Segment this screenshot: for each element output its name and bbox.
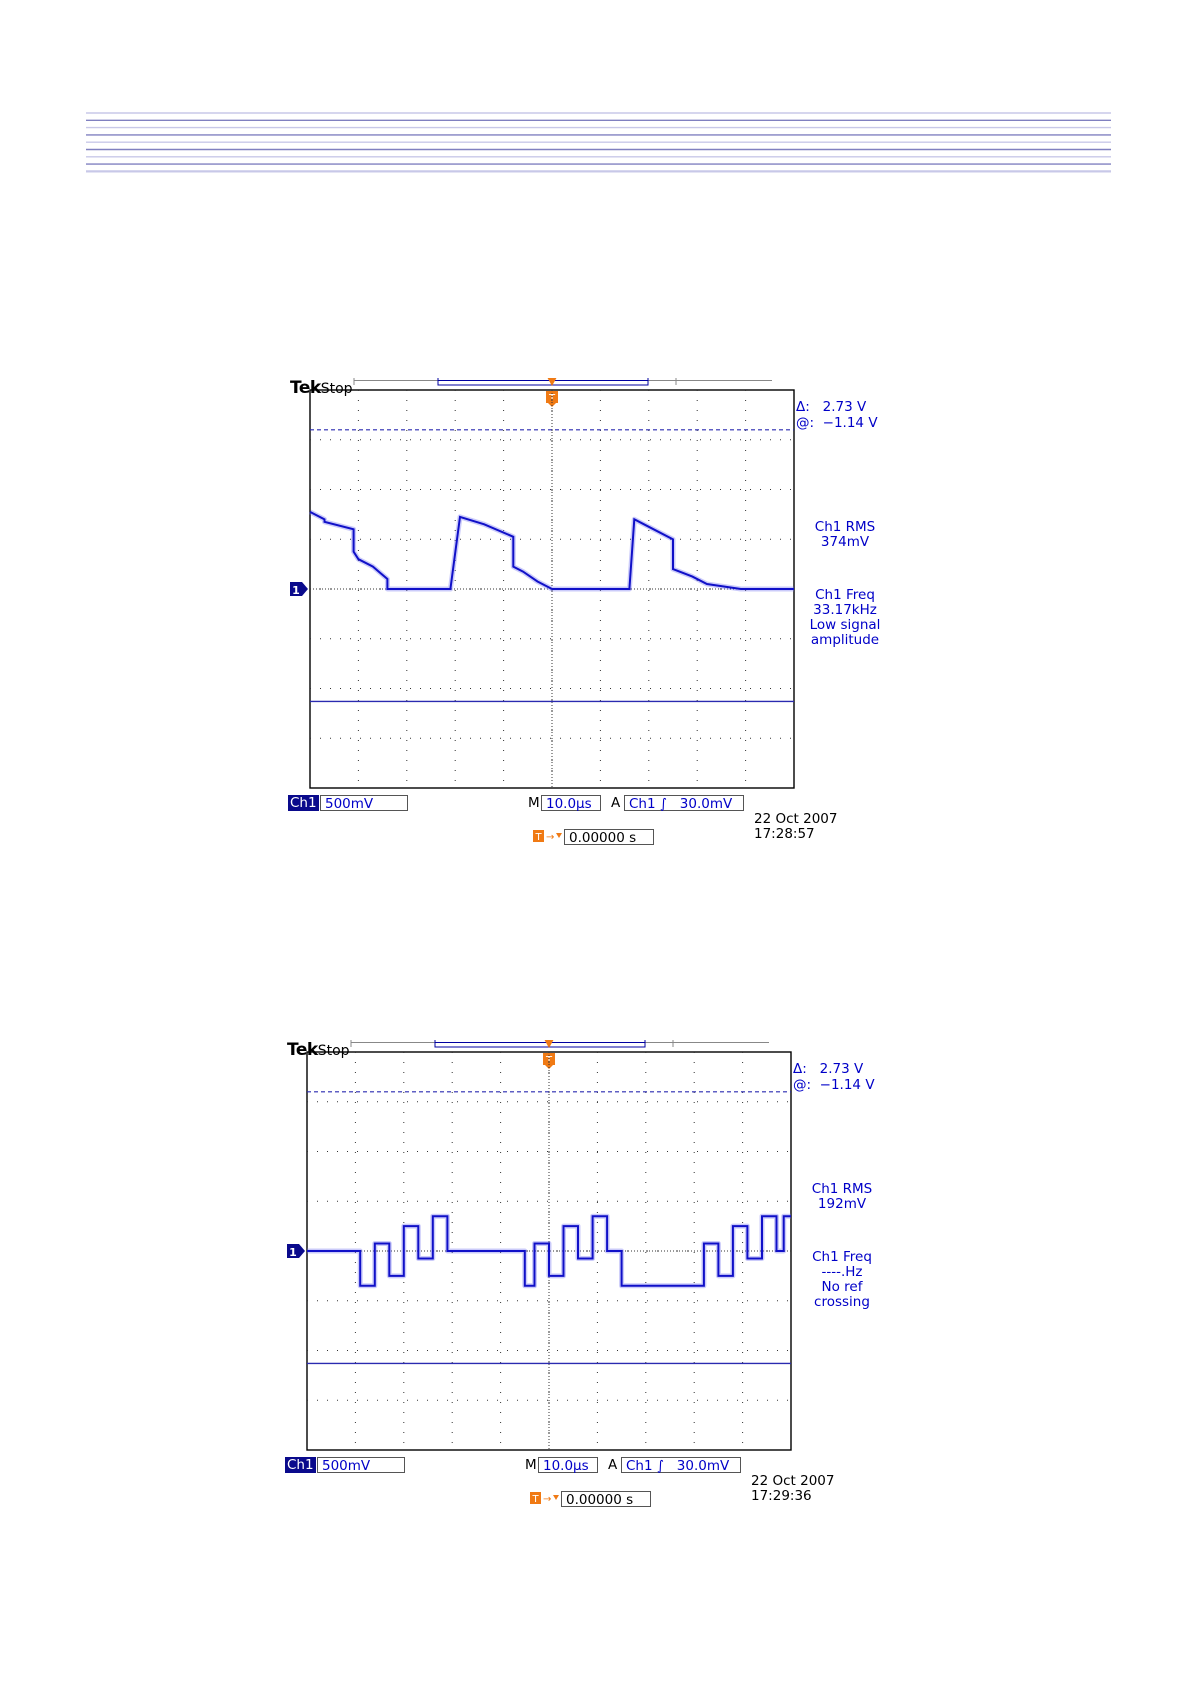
measurement-line: ----.Hz	[821, 1264, 863, 1280]
brand-label: TekStop	[290, 378, 353, 398]
measurement-freq: Ch1 Freq ----.Hz No ref crossing	[797, 1250, 887, 1310]
measurement-line: 33.17kHz	[813, 602, 877, 618]
trigger-position-icon: T →	[530, 1491, 560, 1505]
time-per-div: 10.0µs	[538, 1457, 598, 1474]
svg-text:→: →	[543, 1494, 551, 1505]
measurement-freq: Ch1 Freq 33.17kHz Low signal amplitude	[800, 588, 890, 648]
measurement-line: crossing	[814, 1294, 870, 1310]
cursor-at: @: −1.14 V	[793, 1077, 875, 1093]
channel-1-marker: 1	[290, 582, 308, 597]
measurement-line: Ch1 Freq	[815, 587, 875, 603]
scope-screen: T1	[287, 1040, 792, 1451]
record-view-bar	[350, 1040, 769, 1048]
cursor-at: @: −1.14 V	[796, 415, 878, 431]
svg-text:T: T	[548, 393, 556, 404]
trigger-settings: Ch1 ∫ 30.0mV	[621, 1457, 741, 1474]
waveform-trace	[309, 511, 794, 590]
run-state-label: Stop	[320, 381, 353, 397]
capture-date: 22 Oct 2007	[754, 811, 838, 827]
channel-label: Ch1	[288, 795, 319, 811]
trigger-prefix: A	[608, 1457, 618, 1473]
horizontal-prefix: M	[525, 1457, 537, 1473]
rising-edge-icon: ∫	[656, 1458, 664, 1474]
measurement-line: No ref	[821, 1279, 863, 1295]
record-view-bar	[353, 378, 772, 386]
trigger-time: 0.00000 s	[561, 1491, 651, 1508]
horizontal-prefix: M	[528, 795, 540, 811]
cursor-delta: Δ: 2.73 V	[796, 399, 867, 415]
channel-1-marker: 1	[287, 1244, 305, 1259]
time-per-div: 10.0µs	[541, 795, 601, 812]
capture-time: 17:29:36	[751, 1488, 812, 1504]
brand-label: TekStop	[287, 1040, 350, 1060]
scope-screen: T1	[290, 378, 795, 789]
channel-label: Ch1	[285, 1457, 316, 1473]
measurement-line: amplitude	[810, 632, 880, 648]
measurement-line: Ch1 Freq	[812, 1249, 872, 1265]
svg-text:T: T	[531, 1494, 539, 1505]
trigger-settings: Ch1 ∫ 30.0mV	[624, 795, 744, 812]
measurement-rms: Ch1 RMS 374mV	[800, 520, 890, 550]
svg-text:T: T	[545, 1055, 553, 1066]
volts-per-div: 500mV	[320, 795, 408, 812]
svg-text:1: 1	[289, 1246, 297, 1259]
measurement-line: Low signal	[809, 617, 881, 633]
run-state-label: Stop	[317, 1043, 350, 1059]
trigger-position-icon: T →	[533, 829, 563, 843]
capture-date: 22 Oct 2007	[751, 1473, 835, 1489]
trigger-time: 0.00000 s	[564, 829, 654, 846]
measurement-line: 192mV	[817, 1196, 867, 1212]
trigger-prefix: A	[611, 795, 621, 811]
measurement-line: Ch1 RMS	[814, 519, 876, 535]
measurement-rms: Ch1 RMS 192mV	[797, 1182, 887, 1212]
rising-edge-icon: ∫	[659, 796, 667, 812]
waveform-trace	[307, 1215, 791, 1287]
header-rule	[86, 112, 1111, 173]
svg-text:T: T	[534, 832, 542, 843]
measurement-line: Ch1 RMS	[811, 1181, 873, 1197]
capture-time: 17:28:57	[754, 826, 815, 842]
volts-per-div: 500mV	[317, 1457, 405, 1474]
svg-text:→: →	[546, 832, 554, 843]
svg-text:1: 1	[292, 584, 300, 597]
measurement-line: 374mV	[820, 534, 870, 550]
cursor-delta: Δ: 2.73 V	[793, 1061, 864, 1077]
